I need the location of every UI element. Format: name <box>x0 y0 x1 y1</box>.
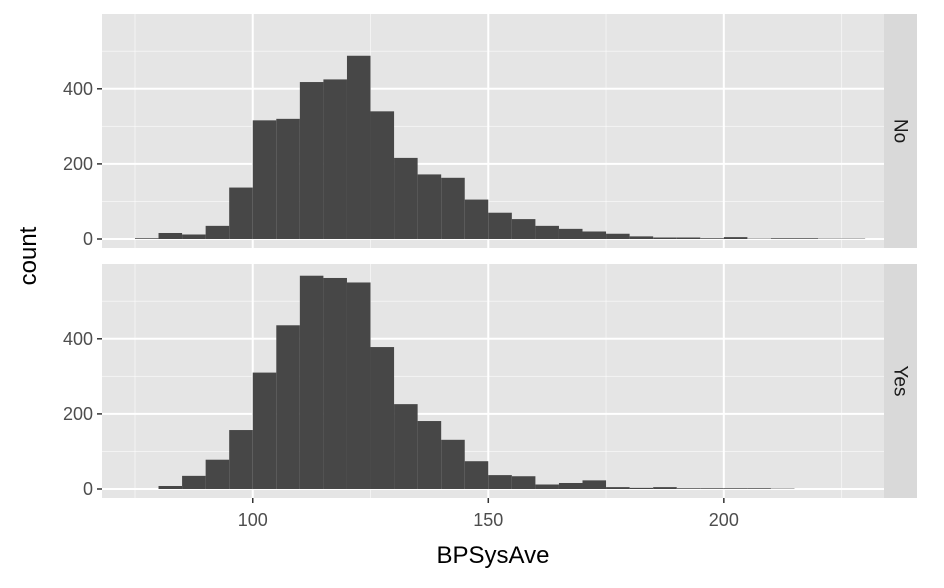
y-tick-label: 0 <box>83 229 93 249</box>
y-axis-title: count <box>15 226 42 285</box>
histogram-bar <box>488 475 512 489</box>
histogram-bar <box>606 487 630 489</box>
histogram-bar <box>677 237 701 239</box>
histogram-bar <box>276 325 300 489</box>
histogram-bar <box>630 488 654 489</box>
histogram-bar <box>794 238 818 239</box>
histogram-bar <box>583 231 607 239</box>
x-axis-title: BPSysAve <box>437 542 550 569</box>
histogram-bar <box>535 484 559 489</box>
histogram-bar <box>253 120 277 239</box>
histogram-bar <box>300 276 324 489</box>
histogram-bar <box>512 219 536 239</box>
histogram-bar <box>606 234 630 239</box>
y-tick-label: 400 <box>63 79 93 99</box>
histogram-bar <box>371 347 395 489</box>
histogram-bar <box>347 282 371 489</box>
histogram-bar <box>135 238 159 239</box>
histogram-bar <box>653 237 677 239</box>
facet-panel-yes: 0 200 400 Yes <box>63 264 917 499</box>
y-tick-label: 200 <box>63 404 93 424</box>
facet-panel-no: 0 200 400 No <box>63 14 917 249</box>
histogram-bar <box>229 430 253 489</box>
histogram-bar <box>276 119 300 239</box>
histogram-bar <box>300 82 324 239</box>
histogram-bar <box>465 200 489 239</box>
histogram-bar <box>323 278 347 489</box>
histogram-bar <box>771 238 795 239</box>
histogram-bar <box>159 486 183 489</box>
histogram-bar <box>630 236 654 239</box>
histogram-bar <box>394 404 418 489</box>
histogram-bar <box>253 373 277 489</box>
histogram-bar <box>347 56 371 239</box>
x-tick-label: 150 <box>473 510 503 530</box>
histogram-bar <box>700 238 724 239</box>
histogram-bar <box>747 488 771 489</box>
histogram-bar <box>724 237 748 239</box>
facet-strip-label: Yes <box>890 366 911 397</box>
histogram-bar <box>583 480 607 489</box>
histogram-bar <box>441 440 465 489</box>
y-tick-label: 0 <box>83 479 93 499</box>
histogram-bar <box>159 233 183 239</box>
histogram-bar <box>418 421 442 489</box>
histogram-bar <box>724 488 748 489</box>
histogram-bar <box>488 213 512 239</box>
y-tick-label: 200 <box>63 154 93 174</box>
histogram-bar <box>229 188 253 239</box>
histogram-bar <box>206 226 230 239</box>
x-tick-label: 200 <box>709 510 739 530</box>
histogram-bar <box>441 178 465 239</box>
histogram-bar <box>535 226 559 239</box>
histogram-bar <box>182 234 206 239</box>
histogram-bar <box>465 461 489 489</box>
histogram-bar <box>206 460 230 489</box>
histogram-bar <box>323 79 347 239</box>
histogram-bar <box>653 487 677 489</box>
histogram-bar <box>512 476 536 489</box>
histogram-bar <box>559 229 583 239</box>
histogram-bar <box>371 111 395 239</box>
histogram-bar <box>700 488 724 489</box>
histogram-bar <box>418 174 442 239</box>
x-tick-label: 100 <box>238 510 268 530</box>
histogram-bar <box>559 483 583 489</box>
facet-strip-label: No <box>890 119 911 143</box>
histogram-bar <box>182 476 206 489</box>
histogram-bar <box>394 158 418 239</box>
y-tick-label: 400 <box>63 329 93 349</box>
histogram-bar <box>677 488 701 489</box>
